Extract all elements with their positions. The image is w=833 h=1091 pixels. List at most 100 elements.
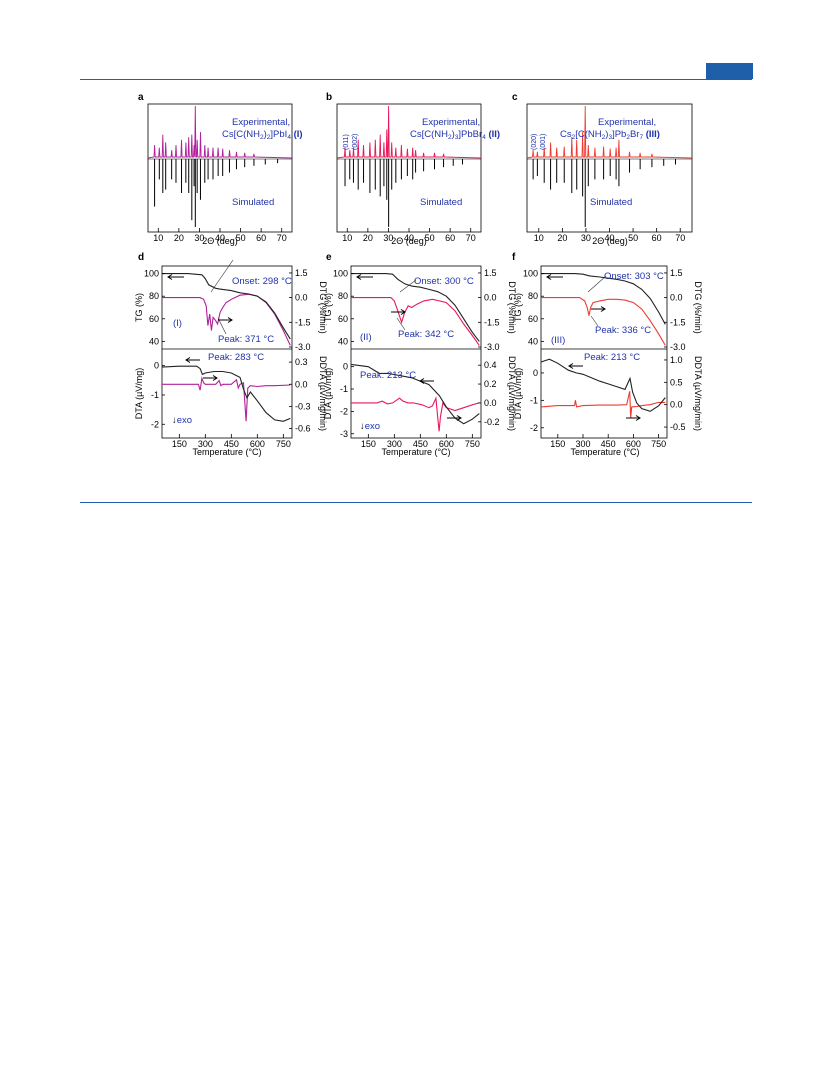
panel-d-compound: (I): [173, 318, 182, 329]
panel-d-label: d: [138, 252, 144, 263]
panel-c-xlabel: 2Θ (deg): [592, 236, 628, 246]
y-tick-label-left: -2: [530, 423, 538, 433]
y-tick-label-left: -2: [151, 419, 159, 429]
y-tick-label-left: 80: [528, 291, 538, 301]
x-tick-label: 450: [413, 439, 428, 449]
panel-f-peak-dta: Peak: 213 °C: [584, 352, 640, 363]
y-tick-label-left: 100: [144, 269, 159, 279]
exp-pattern-c: [526, 105, 693, 159]
tg-axis-label: TG (%): [323, 293, 333, 322]
x-tick-label: 750: [276, 439, 291, 449]
panel-d-peak-dtg: Peak: 371 °C: [218, 334, 274, 345]
x-tick-label: 10: [534, 233, 544, 243]
x-tick-label: 50: [236, 233, 246, 243]
panel-c-sim-label: Simulated: [590, 197, 632, 208]
panel-a-exp-line1: Experimental,: [232, 117, 290, 128]
x-tick-label: 450: [601, 439, 616, 449]
panel-e-label: e: [326, 252, 332, 263]
y-tick-label-left: -1: [340, 384, 348, 394]
x-tick-label: 20: [174, 233, 184, 243]
panel-f-xlabel: Temperature (°C): [570, 447, 639, 457]
x-tick-label: 40: [215, 233, 225, 243]
y-tick-label-left: -1: [151, 390, 159, 400]
panel-e-compound: (II): [360, 332, 372, 343]
panel-e-frame: [350, 265, 482, 439]
panel-e: e 40 60 80 100 -3.0 -1.5 0.0 1.5 -3 -2 -1 0 -0.2 0.0 0…: [323, 252, 517, 457]
x-tick-label: 40: [404, 233, 414, 243]
x-tick-label: 70: [277, 233, 287, 243]
y-tick-label-right: -0.3: [295, 401, 311, 411]
y-tick-label-right: 0.0: [670, 400, 683, 410]
x-tick-label: 70: [466, 233, 476, 243]
tg-curve: [541, 273, 666, 325]
y-tick-label-right: 0.3: [295, 357, 308, 367]
right-arrow: [591, 306, 606, 312]
panel-b-hkl-002: (002): [352, 134, 359, 150]
ddta-curve: [162, 376, 291, 422]
dta-axis-label: DTA (µV/mg): [134, 368, 144, 420]
y-tick-label-left: 0: [343, 362, 348, 372]
y-tick-label-left: 0: [154, 361, 159, 371]
x-tick-label: 20: [363, 233, 373, 243]
panel-e-exo: ↓exo: [360, 421, 380, 432]
panel-c-exp-formula: Cs2[C(NH2)3]Pb2Br7 (III): [560, 129, 660, 141]
x-tick-label: 60: [256, 233, 266, 243]
y-tick-label-left: 60: [149, 314, 159, 324]
tg-axis-label: TG (%): [513, 293, 523, 322]
panel-b-xlabel: 2Θ (deg): [391, 236, 427, 246]
y-tick-label-right: 1.5: [484, 268, 497, 278]
dtg-axis-label: DTG (%/min): [318, 281, 328, 334]
ddta-curve: [351, 396, 480, 432]
left-arrow: [568, 363, 583, 369]
y-tick-label-right: -3.0: [670, 342, 686, 352]
y-tick-label-right: 0.0: [670, 293, 683, 303]
panel-d-plot: 40 60 80 100 -3.0 -1.5 0.0 1.5 -2 -1 0 -0.6 -0.3 0.0 0…: [134, 268, 328, 449]
exp-pattern-a: [147, 105, 293, 159]
y-tick-label-left: -1: [530, 395, 538, 405]
y-tick-label-right: -0.5: [670, 422, 686, 432]
panel-e-xlabel: Temperature (°C): [381, 447, 450, 457]
x-tick-label: 600: [250, 439, 265, 449]
y-tick-label-right: -0.6: [295, 424, 311, 434]
x-tick-label: 150: [172, 439, 187, 449]
y-tick-label-left: 60: [338, 314, 348, 324]
y-tick-label-left: 40: [149, 336, 159, 346]
x-tick-label: 40: [604, 233, 614, 243]
panel-a-plot: 10 20 30 40 50 60 70: [147, 105, 293, 243]
dta-curve: [540, 358, 666, 412]
panel-b-hkl-011: (011): [343, 134, 350, 150]
x-tick-label: 20: [557, 233, 567, 243]
y-tick-label-right: 1.5: [295, 268, 308, 278]
panel-b: b 10 20 30 40 50 60 70 Experimental, Cs[C(NH2)…: [326, 92, 500, 246]
left-arrow: [419, 378, 434, 384]
y-tick-label-left: -2: [340, 406, 348, 416]
y-tick-label-right: -3.0: [295, 342, 311, 352]
x-tick-label: 30: [194, 233, 204, 243]
panel-c-exp-line1: Experimental,: [598, 117, 656, 128]
dtg-curve: [351, 297, 480, 346]
y-tick-label-left: 40: [338, 336, 348, 346]
panel-d: d 40 60 80 100 -3.0 -1.5 0.0 1.5 -2 -1 0 -0.6 -0.3 0.…: [134, 252, 328, 457]
x-tick-label: 300: [575, 439, 590, 449]
panel-a-label: a: [138, 92, 144, 103]
tg-curve: [162, 273, 291, 340]
x-tick-label: 10: [342, 233, 352, 243]
x-tick-label: 750: [465, 439, 480, 449]
tg-curve: [351, 273, 480, 342]
tg-arrow: [356, 274, 373, 280]
dta-curve: [350, 363, 480, 425]
panel-d-peak-leader: [217, 317, 227, 335]
y-tick-label-right: 0.5: [670, 377, 683, 387]
panel-f-label: f: [512, 252, 516, 263]
panel-a-sim-label: Simulated: [232, 197, 274, 208]
header-rule: [80, 79, 752, 80]
x-tick-label: 30: [581, 233, 591, 243]
left-arrow: [185, 357, 200, 363]
panel-e-onset: Onset: 300 °C: [414, 276, 474, 287]
dta-curve: [161, 365, 291, 422]
x-tick-label: 150: [550, 439, 565, 449]
dtg-curve: [541, 297, 666, 346]
x-tick-label: 50: [628, 233, 638, 243]
panel-b-exp-line1: Experimental,: [422, 117, 480, 128]
y-tick-label-left: 100: [523, 269, 538, 279]
